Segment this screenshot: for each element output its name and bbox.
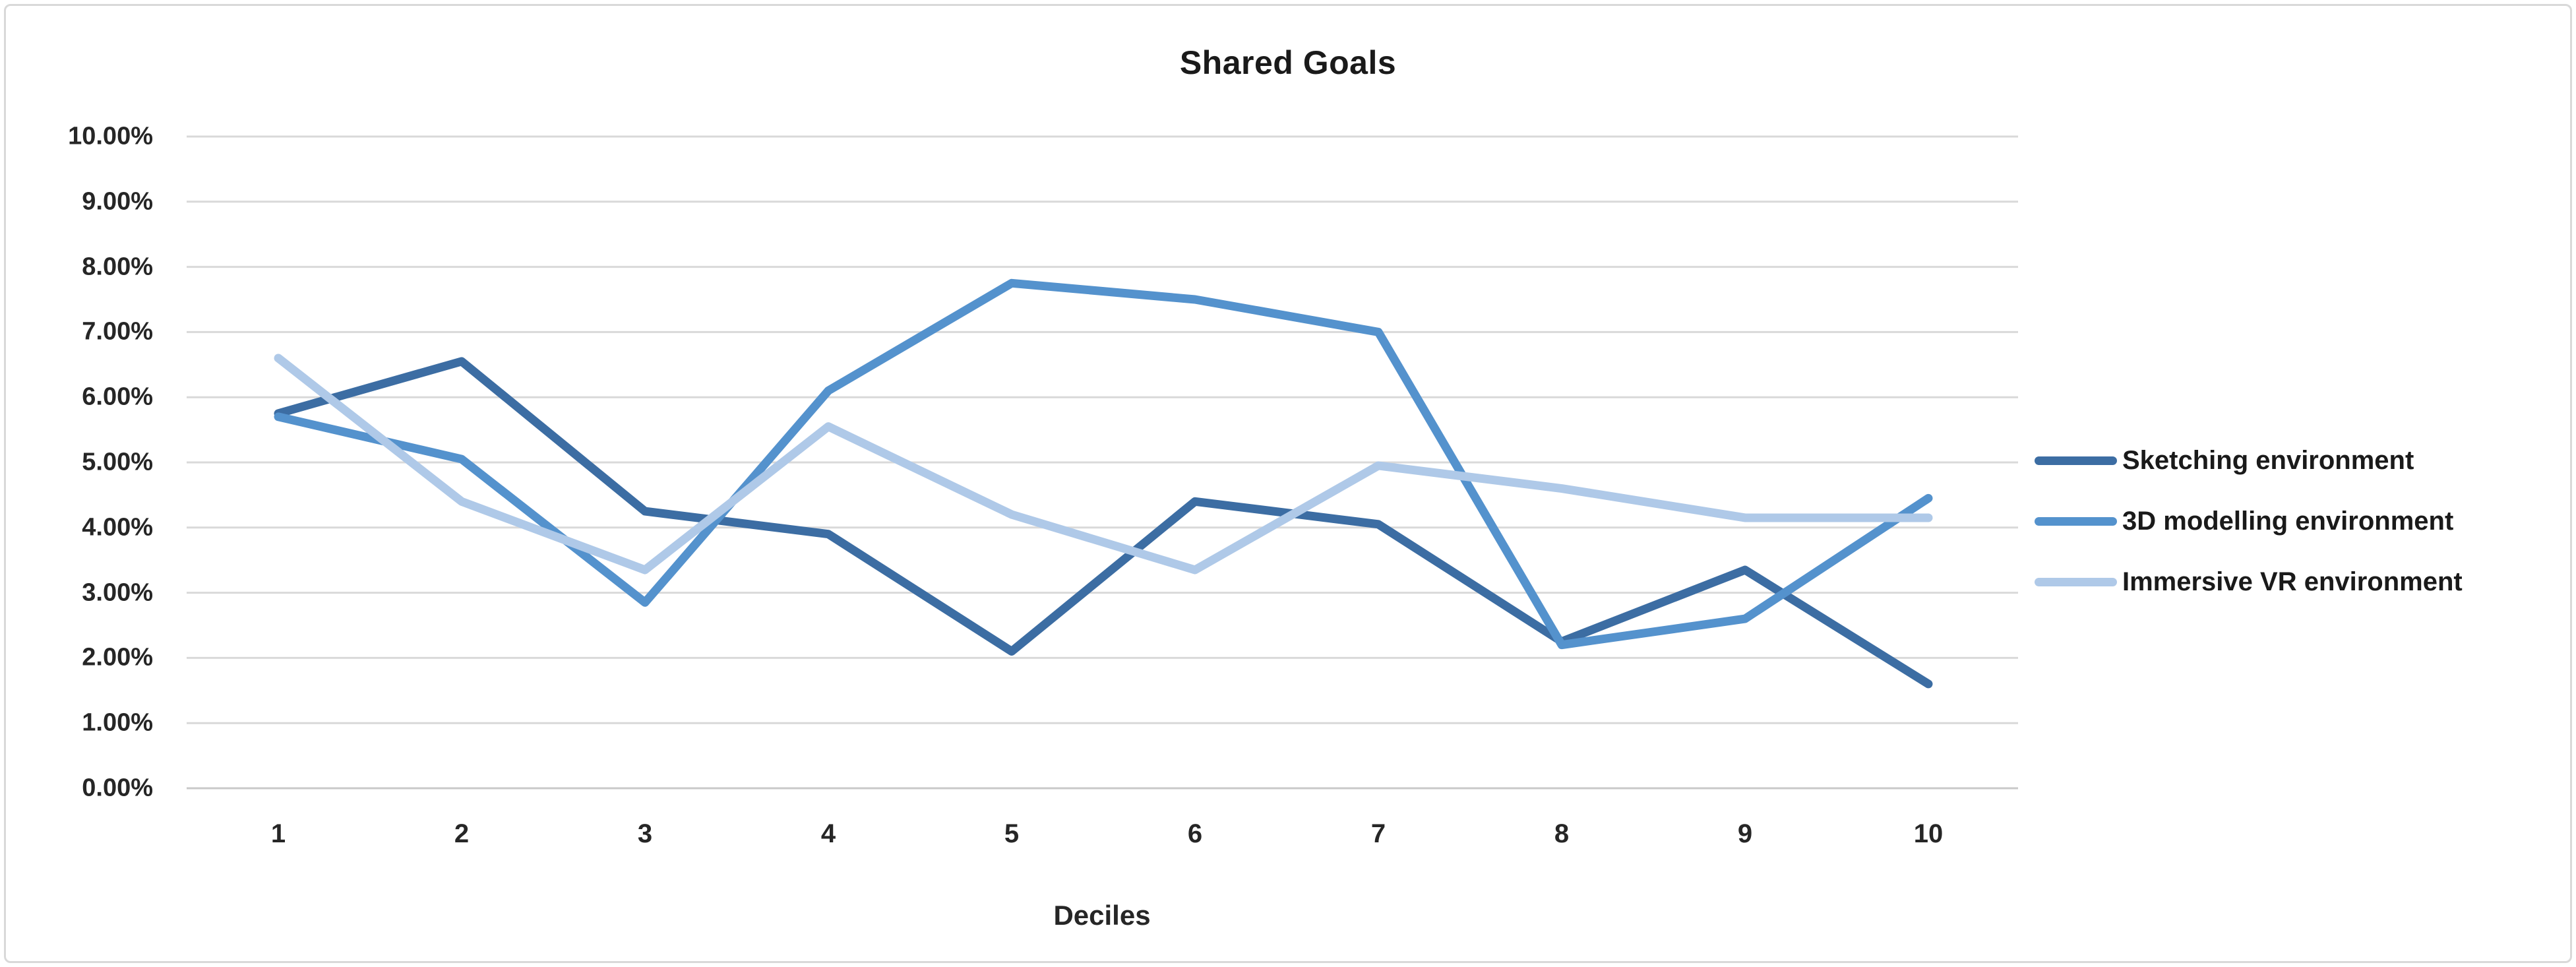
legend-item-immersive-vr-environment[interactable]: Immersive VR environment <box>2035 551 2463 612</box>
y-tick-label: 4.00% <box>82 513 153 542</box>
legend-label: Immersive VR environment <box>2122 567 2463 596</box>
y-tick-label: 1.00% <box>82 708 153 737</box>
y-tick-label: 2.00% <box>82 643 153 671</box>
y-tick-label: 5.00% <box>82 448 153 476</box>
y-axis: 0.00% 1.00% 2.00% 3.00% 4.00% 5.00% 6.00% 7.00%… <box>0 0 153 967</box>
y-tick-label: 7.00% <box>82 317 153 346</box>
x-tick-label: 7 <box>1370 819 1386 848</box>
x-tick-label: 10 <box>1913 819 1944 848</box>
x-tick-label: 2 <box>454 819 470 848</box>
y-tick-label: 9.00% <box>82 187 153 216</box>
y-tick-label: 6.00% <box>82 383 153 411</box>
series-line-sketching-environment[interactable] <box>274 357 1933 689</box>
series-line-3d-modelling-environment[interactable] <box>274 278 1933 650</box>
legend-label: Sketching environment <box>2122 445 2414 475</box>
x-tick-label: 4 <box>820 819 836 848</box>
legend-swatch <box>2035 577 2117 586</box>
legend-item-3d-modelling-environment[interactable]: 3D modelling environment <box>2035 491 2463 551</box>
chart-title: Shared Goals <box>1179 44 1397 81</box>
y-tick-label: 10.00% <box>68 122 153 150</box>
legend-swatch <box>2035 456 2117 465</box>
x-tick-label: 9 <box>1737 819 1753 848</box>
x-tick-label: 1 <box>270 819 286 848</box>
legend: Sketching environment 3D modelling enviro… <box>2035 430 2463 612</box>
y-tick-label: 0.00% <box>82 774 153 802</box>
x-tick-label: 8 <box>1554 819 1570 848</box>
series-line-immersive-vr-environment[interactable] <box>274 354 1933 575</box>
x-tick-label: 3 <box>637 819 653 848</box>
legend-item-sketching-environment[interactable]: Sketching environment <box>2035 430 2463 491</box>
legend-label: 3D modelling environment <box>2122 506 2454 536</box>
y-tick-label: 8.00% <box>82 253 153 281</box>
y-tick-label: 3.00% <box>82 578 153 607</box>
x-tick-label: 6 <box>1187 819 1203 848</box>
legend-swatch <box>2035 516 2117 526</box>
x-axis-title: Deciles <box>1053 900 1151 931</box>
x-tick-label: 5 <box>1004 819 1020 848</box>
